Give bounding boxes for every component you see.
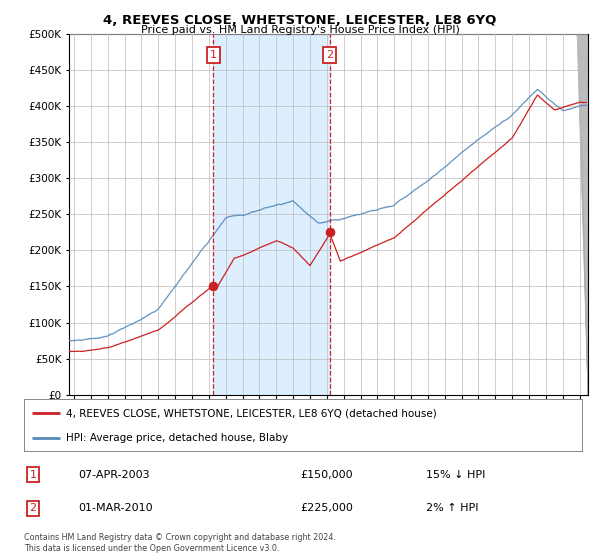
Text: 2: 2	[326, 50, 333, 60]
Text: 15% ↓ HPI: 15% ↓ HPI	[426, 470, 485, 480]
Text: £225,000: £225,000	[300, 503, 353, 514]
Point	[209, 282, 218, 291]
Text: 4, REEVES CLOSE, WHETSTONE, LEICESTER, LE8 6YQ (detached house): 4, REEVES CLOSE, WHETSTONE, LEICESTER, L…	[66, 408, 437, 418]
Text: 07-APR-2003: 07-APR-2003	[78, 470, 149, 480]
Text: Price paid vs. HM Land Registry's House Price Index (HPI): Price paid vs. HM Land Registry's House …	[140, 25, 460, 35]
Text: 2: 2	[29, 503, 37, 514]
Text: £150,000: £150,000	[300, 470, 353, 480]
Text: 1: 1	[210, 50, 217, 60]
Text: 01-MAR-2010: 01-MAR-2010	[78, 503, 152, 514]
Text: HPI: Average price, detached house, Blaby: HPI: Average price, detached house, Blab…	[66, 433, 288, 443]
Text: Contains HM Land Registry data © Crown copyright and database right 2024.
This d: Contains HM Land Registry data © Crown c…	[24, 533, 336, 553]
Bar	[214, 34, 329, 395]
Text: 2% ↑ HPI: 2% ↑ HPI	[426, 503, 479, 514]
Point	[325, 228, 334, 237]
Text: 4, REEVES CLOSE, WHETSTONE, LEICESTER, LE8 6YQ: 4, REEVES CLOSE, WHETSTONE, LEICESTER, L…	[103, 14, 497, 27]
Text: 1: 1	[29, 470, 37, 480]
